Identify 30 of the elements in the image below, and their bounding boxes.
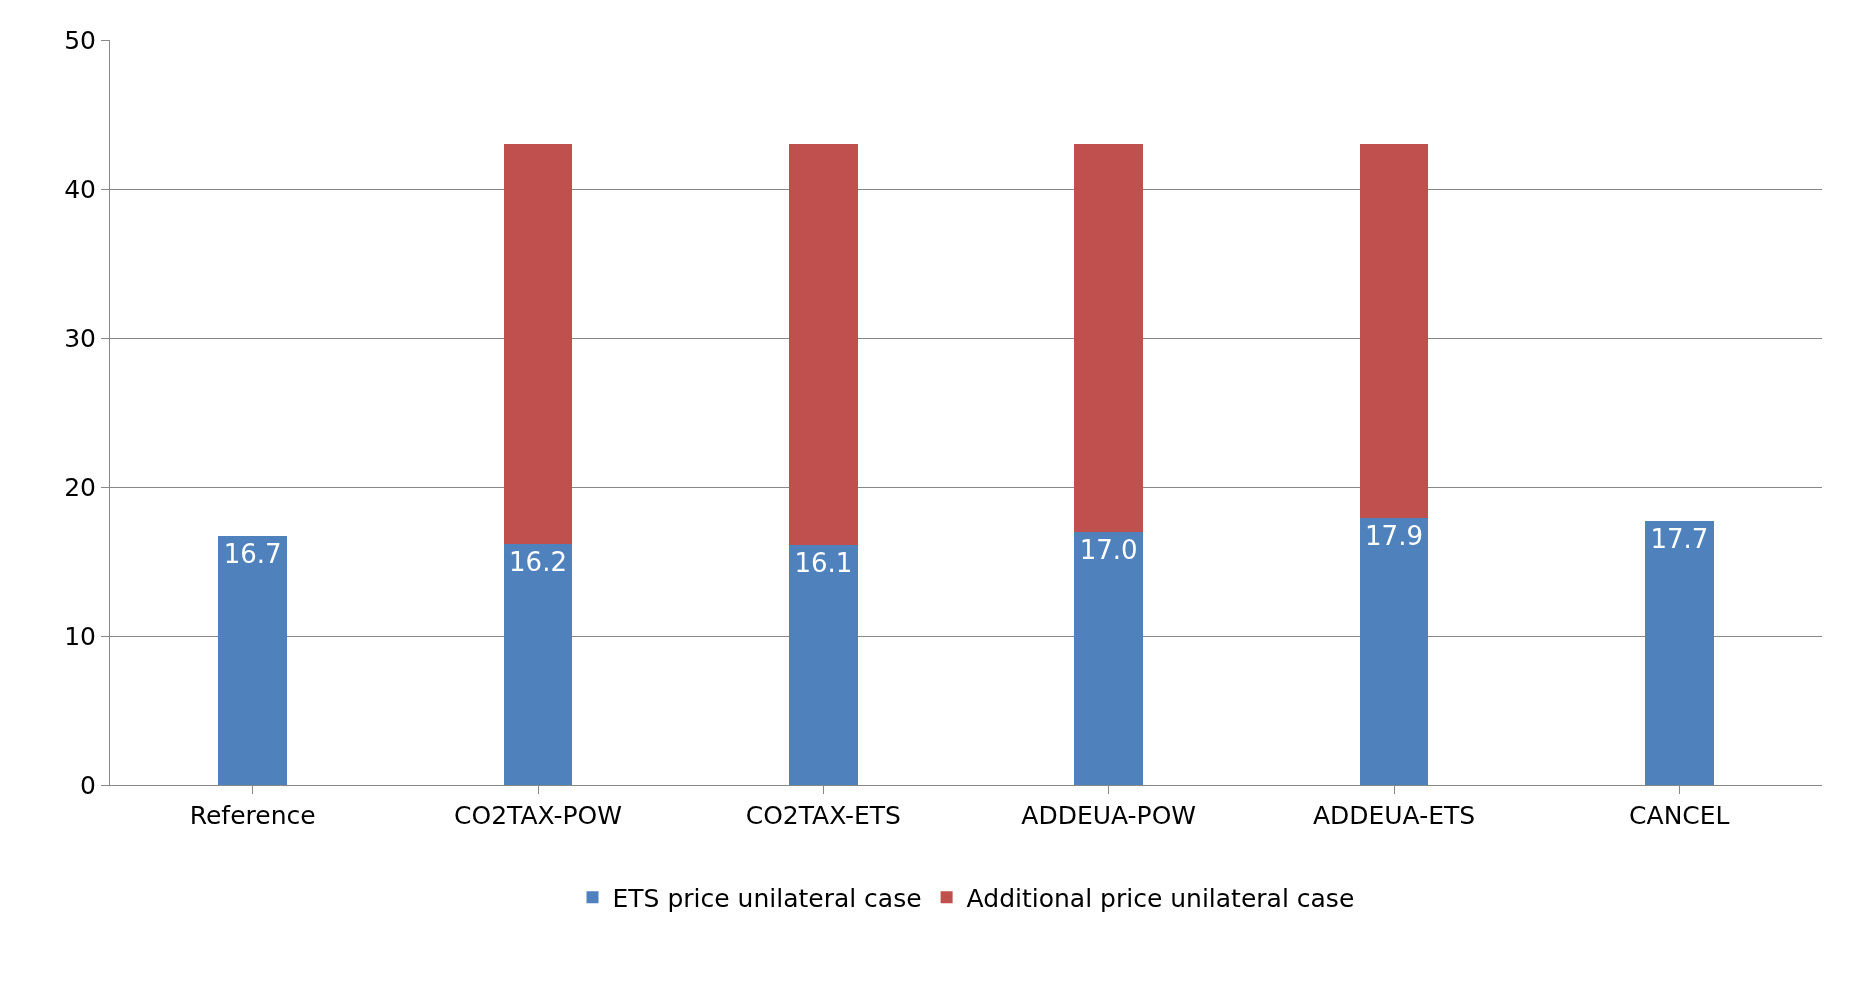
x-tick-label: ADDEUA-POW [1021, 801, 1197, 830]
bar [1359, 518, 1429, 785]
y-tick-label: 30 [64, 323, 96, 353]
data-label: 16.2 [509, 546, 567, 577]
bar [789, 545, 858, 785]
bar [1074, 144, 1143, 532]
bar [1645, 521, 1714, 785]
data-label: 17.9 [1365, 521, 1423, 552]
x-tick-label: ADDEUA-ETS [1312, 801, 1476, 830]
bar [503, 543, 573, 785]
x-tick-label: CO2TAX-ETS [745, 801, 901, 830]
x-tick-label: CANCEL [1629, 801, 1730, 830]
data-label: 16.1 [794, 548, 853, 579]
bar [1359, 144, 1429, 519]
bar [789, 144, 858, 546]
legend-label: ETS price unilateral case [612, 883, 922, 913]
bar [503, 144, 573, 544]
y-tick-label: 10 [64, 621, 96, 651]
data-label: 16.7 [223, 539, 282, 570]
y-tick-label: 40 [64, 174, 96, 204]
x-tick-label: Reference [189, 801, 316, 830]
x-tick-label: CO2TAX-POW [454, 801, 622, 830]
data-label: 17.0 [1079, 534, 1138, 565]
y-tick-label: 50 [64, 25, 96, 55]
legend-label: Additional price unilateral case [966, 883, 1355, 913]
data-label: 17.7 [1650, 524, 1709, 555]
bar [1074, 531, 1143, 785]
y-tick-label: 0 [80, 770, 96, 800]
y-tick-label: 20 [64, 472, 96, 502]
bar [218, 536, 287, 785]
